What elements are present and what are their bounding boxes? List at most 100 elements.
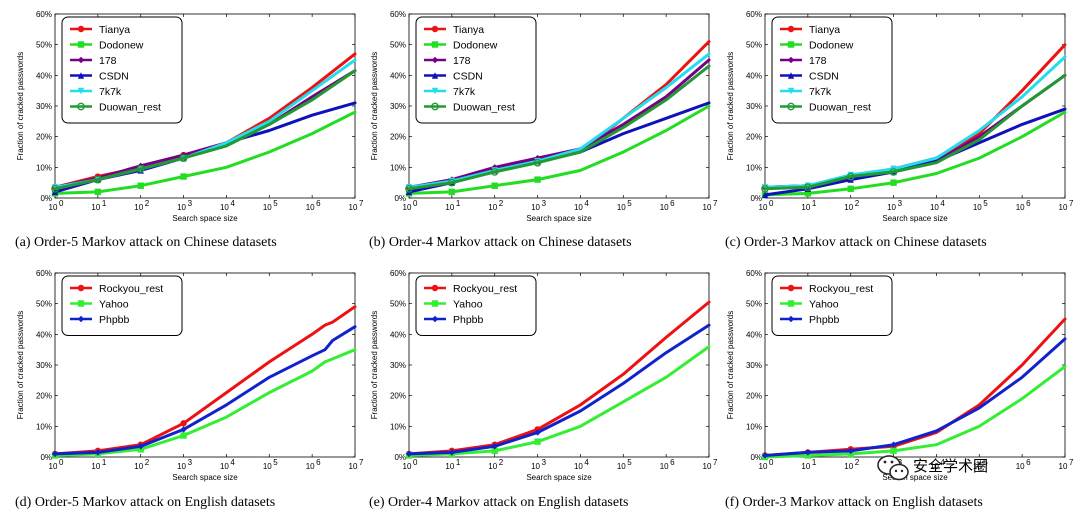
x-tick-exponent: 2 [855, 199, 860, 208]
legend-label: CSDN [99, 71, 129, 83]
x-axis-label: Search space size [172, 473, 238, 482]
x-tick-label: 10 [49, 203, 58, 212]
legend-label: 7k7k [99, 86, 122, 98]
x-tick-label: 10 [531, 462, 540, 471]
x-tick-exponent: 4 [230, 458, 235, 467]
x-tick-exponent: 0 [413, 199, 418, 208]
legend-marker [77, 72, 85, 79]
legend-label: Rockyou_rest [453, 283, 517, 295]
x-tick-label: 10 [759, 203, 768, 212]
x-tick-exponent: 6 [1026, 458, 1031, 467]
data-point [890, 179, 897, 186]
legend-marker [431, 41, 439, 48]
legend-marker [431, 72, 439, 79]
data-point [51, 184, 59, 193]
x-tick-label: 10 [759, 462, 768, 471]
data-point [761, 184, 769, 193]
legend-marker [77, 284, 85, 292]
series-line-yahoo [53, 348, 357, 457]
y-tick-label: 20% [746, 392, 762, 401]
data-point [405, 450, 413, 458]
legend-marker [787, 56, 795, 64]
legend-marker [787, 102, 795, 111]
chart-panel-6: 0%10%20%30%40%50%60%10010110210310410510… [725, 269, 1074, 510]
x-tick-label: 10 [660, 203, 669, 212]
y-tick-label: 60% [746, 269, 762, 278]
legend-label: Phpbb [809, 314, 840, 326]
x-tick-label: 10 [703, 203, 712, 212]
legend-label: 178 [809, 55, 827, 67]
legend-label: 7k7k [809, 86, 832, 98]
y-tick-label: 60% [390, 10, 406, 19]
x-tick-label: 10 [973, 462, 982, 471]
x-tick-exponent: 1 [102, 199, 107, 208]
data-point [51, 450, 59, 458]
legend-label: Dodonew [453, 40, 498, 52]
x-tick-label: 10 [930, 203, 939, 212]
data-point [136, 165, 145, 173]
watermark-text: 安全学术圈 [913, 457, 988, 475]
y-tick-label: 50% [36, 300, 52, 309]
y-tick-label: 60% [36, 10, 52, 19]
x-tick-exponent: 6 [1026, 199, 1031, 208]
legend-box [61, 275, 183, 336]
y-tick-label: 30% [746, 361, 762, 370]
legend-label: Yahoo [809, 299, 839, 311]
x-tick-exponent: 2 [499, 199, 504, 208]
chart-panel-4: 0%10%20%30%40%50%60%10 0 10 1 10 2 10 3 10 4 10 5 10… [15, 269, 364, 510]
y-tick-label: 10% [390, 163, 406, 172]
legend-marker [787, 87, 795, 95]
legend-label: Duowan_rest [99, 102, 161, 114]
series-line-duowan_rest [407, 64, 711, 191]
x-tick-label: 10 [887, 203, 896, 212]
data-point [534, 429, 541, 436]
data-point [448, 449, 456, 456]
x-tick-label: 10 [801, 462, 810, 471]
x-tick-label: 10 [445, 462, 454, 471]
y-tick-label: 30% [36, 102, 52, 111]
x-tick-label: 10 [660, 462, 669, 471]
y-tick-label: 10% [390, 422, 406, 431]
x-tick-exponent: 1 [812, 199, 817, 208]
legend-marker [431, 300, 439, 307]
legend-label: CSDN [809, 71, 839, 83]
x-tick-label: 10 [306, 462, 315, 471]
series-line-yahoo [763, 365, 1067, 459]
y-tick-label: 0% [394, 453, 406, 462]
legend-marker [431, 87, 439, 95]
panel-caption: (e) Order-4 Markov attack on English dat… [369, 495, 628, 510]
legend-box [415, 275, 537, 336]
legend-label: Tianya [99, 24, 130, 36]
x-tick-exponent: 2 [855, 458, 860, 467]
y-tick-label: 20% [390, 392, 406, 401]
legend-marker [431, 102, 439, 111]
data-point [761, 191, 769, 199]
data-point [847, 447, 854, 455]
y-axis-label: Fraction of cracked passwords [16, 52, 25, 161]
legend-marker [77, 102, 85, 111]
x-tick-exponent: 7 [1069, 199, 1074, 208]
y-tick-label: 10% [36, 422, 52, 431]
x-tick-exponent: 2 [145, 458, 150, 467]
data-point [761, 452, 769, 459]
x-tick-exponent: 2 [499, 458, 504, 467]
data-point [179, 154, 188, 162]
x-tick-label: 10 [531, 203, 540, 212]
y-tick-label: 50% [390, 300, 406, 309]
legend-label: Rockyou_rest [99, 283, 163, 295]
y-axis-label: Fraction of cracked passwords [370, 52, 379, 161]
x-tick-label: 10 [445, 203, 454, 212]
legend-marker [77, 300, 85, 307]
x-tick-exponent: 4 [230, 199, 235, 208]
legend-label: 178 [99, 55, 117, 67]
series-line-7k7k [407, 52, 711, 189]
x-tick-exponent: 0 [413, 458, 418, 467]
x-tick-exponent: 0 [769, 458, 774, 467]
x-tick-exponent: 1 [456, 458, 461, 467]
panel-caption: (c) Order-3 Markov attack on Chinese dat… [725, 235, 987, 250]
y-axis-label: Fraction of cracked passwords [16, 311, 25, 420]
x-tick-label: 10 [220, 462, 229, 471]
panel-caption: (b) Order-4 Markov attack on Chinese dat… [369, 235, 632, 250]
data-point [94, 449, 102, 456]
x-tick-exponent: 6 [316, 458, 321, 467]
